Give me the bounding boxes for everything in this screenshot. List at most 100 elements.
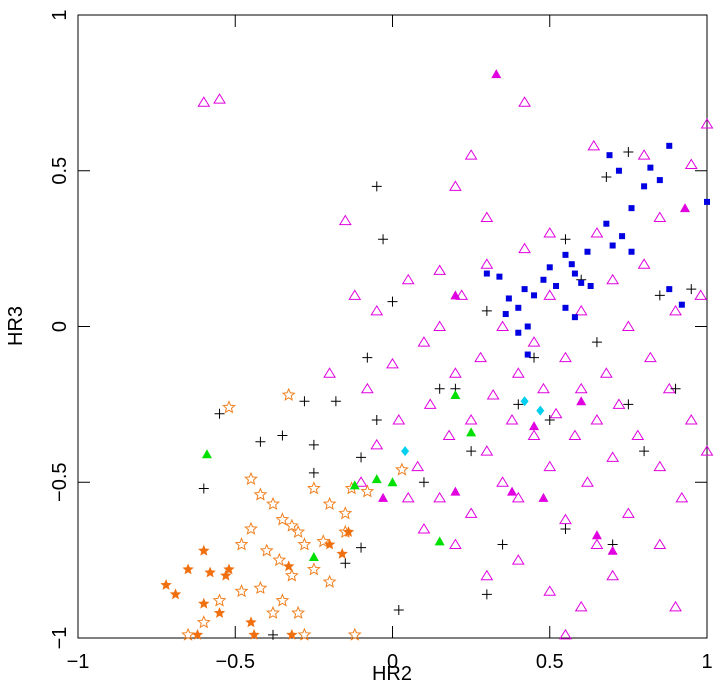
point: [474, 351, 487, 363]
point: [480, 569, 494, 581]
point: [521, 286, 528, 293]
point: [338, 506, 353, 520]
point: [308, 467, 319, 478]
point: [449, 180, 462, 191]
point: [291, 524, 306, 538]
point: [234, 537, 249, 551]
point: [587, 283, 594, 290]
point: [606, 569, 620, 581]
point: [255, 436, 266, 447]
point: [607, 545, 618, 555]
point: [434, 536, 445, 546]
point: [606, 273, 620, 285]
point: [197, 96, 211, 107]
point: [378, 234, 389, 245]
point: [386, 357, 399, 369]
point: [615, 167, 622, 174]
point: [631, 429, 645, 441]
point: [666, 286, 673, 293]
point: [245, 616, 257, 628]
point: [223, 563, 235, 575]
point: [637, 258, 651, 269]
point: [562, 251, 569, 258]
point: [330, 396, 341, 407]
point: [464, 149, 478, 160]
point: [299, 396, 310, 407]
point: [584, 248, 591, 255]
point: [356, 542, 367, 553]
point: [496, 273, 503, 280]
point: [370, 304, 384, 316]
point: [198, 544, 210, 556]
point: [553, 283, 560, 290]
point: [340, 558, 351, 569]
point: [220, 569, 232, 581]
x-tick-label: −1: [67, 651, 90, 673]
point: [323, 367, 336, 378]
point: [401, 446, 410, 457]
point: [571, 314, 578, 321]
point: [222, 400, 236, 414]
point: [283, 560, 295, 572]
point: [515, 304, 522, 311]
point: [559, 513, 572, 525]
point: [253, 580, 268, 595]
point: [354, 476, 368, 487]
point: [378, 492, 389, 502]
point: [449, 367, 462, 378]
point: [559, 351, 572, 363]
point: [284, 518, 299, 532]
point: [574, 382, 588, 394]
point: [297, 627, 312, 641]
point: [531, 292, 538, 299]
point: [669, 600, 682, 612]
point: [543, 460, 557, 472]
point: [362, 352, 373, 363]
point: [286, 628, 298, 640]
y-tick-label: −1: [49, 627, 71, 650]
point: [612, 398, 626, 409]
point: [267, 629, 278, 640]
point: [387, 296, 398, 307]
point: [559, 628, 572, 640]
point: [540, 276, 547, 283]
point: [643, 351, 657, 363]
point: [371, 414, 382, 425]
point: [637, 149, 651, 160]
point: [684, 413, 698, 425]
point: [653, 211, 667, 222]
point: [513, 399, 524, 410]
point: [694, 289, 708, 300]
point: [450, 390, 461, 400]
y-tick-label: 1: [49, 9, 71, 20]
point: [418, 477, 429, 488]
y-tick-label: 0: [49, 321, 71, 332]
point: [537, 382, 550, 394]
point: [464, 507, 478, 518]
point: [181, 627, 196, 641]
point: [678, 301, 685, 308]
point: [338, 214, 352, 226]
point: [322, 574, 337, 588]
point: [587, 139, 601, 151]
point: [272, 552, 287, 567]
point: [182, 563, 194, 575]
point: [653, 538, 667, 550]
point: [628, 205, 635, 212]
point: [502, 311, 509, 318]
point: [549, 407, 563, 419]
x-tick-label: 0: [387, 651, 398, 673]
point: [679, 203, 690, 213]
point: [417, 523, 431, 534]
point: [306, 562, 321, 576]
point: [621, 320, 635, 331]
point: [619, 233, 626, 240]
point: [481, 589, 492, 600]
point: [234, 583, 249, 598]
point: [543, 227, 557, 238]
point: [538, 492, 549, 502]
point: [483, 270, 490, 277]
point: [434, 383, 445, 394]
point: [433, 320, 447, 331]
